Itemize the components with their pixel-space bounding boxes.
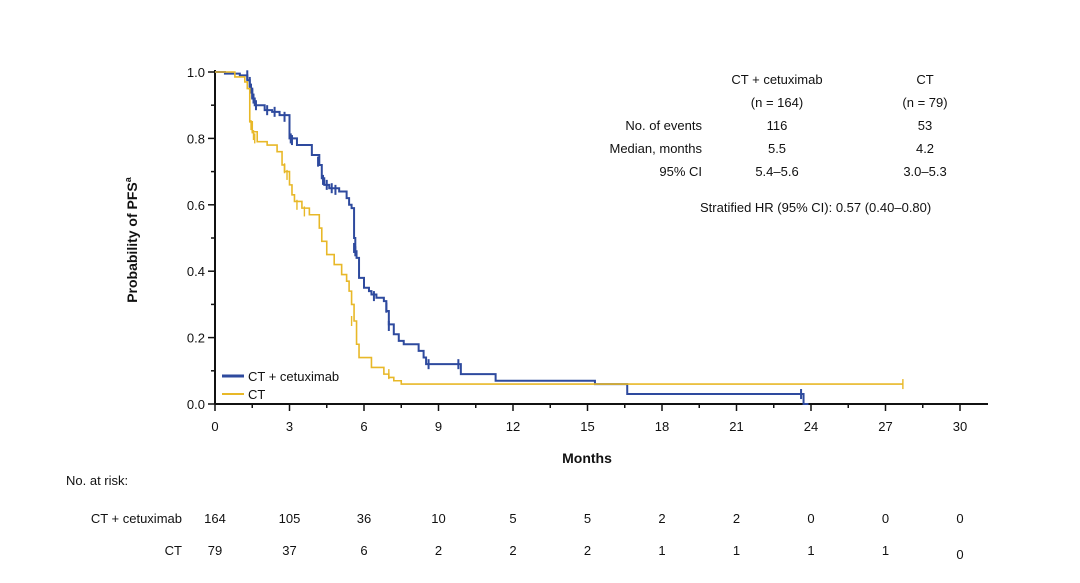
stats-median-cetuximab: 5.5 — [767, 141, 787, 156]
stats-events-cetuximab: 116 — [766, 118, 788, 133]
x-tick-label: 27 — [878, 419, 892, 434]
x-tick-label: 9 — [435, 419, 442, 434]
x-tick-label: 0 — [211, 419, 218, 434]
at-risk-value: 36 — [356, 511, 372, 526]
at-risk-value: 5 — [509, 511, 517, 526]
at-risk-value: 37 — [282, 543, 297, 558]
at-risk-value: 1 — [807, 543, 815, 558]
y-axis-label: Probability of PFSa — [123, 176, 140, 303]
at-risk-title: No. at risk: — [66, 473, 129, 488]
at-risk-value: 2 — [434, 543, 443, 558]
at-risk-value: 0 — [956, 511, 964, 526]
y-tick-label: 0.6 — [187, 198, 205, 213]
at-risk-value: 2 — [583, 543, 592, 558]
y-tick-label: 0.2 — [187, 331, 205, 346]
at-risk-label-cetuximab: CT + cetuximab — [90, 511, 182, 526]
stats-events-ct: 53 — [917, 118, 933, 133]
at-risk-value: 164 — [204, 511, 226, 526]
at-risk-value: 2 — [732, 511, 741, 526]
x-tick-label: 6 — [360, 419, 367, 434]
at-risk-value: 1 — [732, 543, 741, 558]
tick-labels: 0 3 6 9 12 15 18 21 24 27 30 0.0 0.2 0.4 0.6 0.8 1.0 — [187, 65, 967, 434]
stats-col-n-cetuximab: (n = 164) — [750, 95, 804, 110]
at-risk-value: 0 — [807, 511, 815, 526]
stats-ci-ct: 3.0–5.3 — [903, 164, 947, 179]
axes — [208, 70, 988, 411]
stats-col-header-cetuximab: CT + cetuximab — [731, 72, 823, 87]
x-tick-label: 15 — [580, 419, 594, 434]
y-tick-label: 0.0 — [187, 397, 205, 412]
legend-label-cetuximab: CT + cetuximab — [248, 369, 339, 384]
x-tick-label: 21 — [729, 419, 743, 434]
at-risk-value: 6 — [360, 543, 368, 558]
stats-hazard-ratio: Stratified HR (95% CI): 0.57 (0.40–0.80) — [700, 200, 932, 215]
at-risk-value: 2 — [509, 543, 517, 558]
stats-row-label-median: Median, months — [609, 141, 703, 156]
at-risk-value: 1 — [658, 543, 666, 558]
at-risk-value: 0 — [881, 511, 890, 526]
stats-median-ct: 4.2 — [915, 141, 935, 156]
y-tick-label: 1.0 — [187, 65, 205, 80]
legend: CT + cetuximab CT — [222, 369, 339, 402]
y-tick-label: 0.4 — [187, 264, 205, 279]
stats-col-n-ct: (n = 79) — [902, 95, 948, 110]
stats-col-header-ct: CT — [916, 72, 934, 87]
survival-curves — [215, 70, 904, 405]
stats-ci-cetuximab: 5.4–5.6 — [755, 164, 799, 179]
at-risk-value: 79 — [207, 543, 223, 558]
legend-label-ct: CT — [248, 387, 265, 402]
km-line-cetuximab — [215, 71, 809, 405]
y-tick-label: 0.8 — [187, 131, 205, 146]
at-risk-value: 105 — [278, 511, 301, 526]
stats-row-label-ci: 95% CI — [659, 164, 702, 179]
x-axis-label: Months — [562, 450, 612, 466]
km-line-ct — [215, 71, 903, 385]
at-risk-value: 10 — [431, 511, 446, 526]
x-tick-label: 12 — [506, 419, 520, 434]
at-risk-value: 2 — [658, 511, 666, 526]
x-tick-label: 30 — [953, 419, 967, 434]
at-risk-label-ct: CT — [164, 543, 182, 558]
x-tick-label: 3 — [286, 419, 293, 434]
at-risk-value: 0 — [956, 547, 964, 562]
x-tick-label: 18 — [655, 419, 669, 434]
at-risk-value: 5 — [583, 511, 592, 526]
x-tick-label: 24 — [804, 419, 818, 434]
stats-row-label-events: No. of events — [625, 118, 702, 133]
at-risk-value: 1 — [881, 543, 890, 558]
